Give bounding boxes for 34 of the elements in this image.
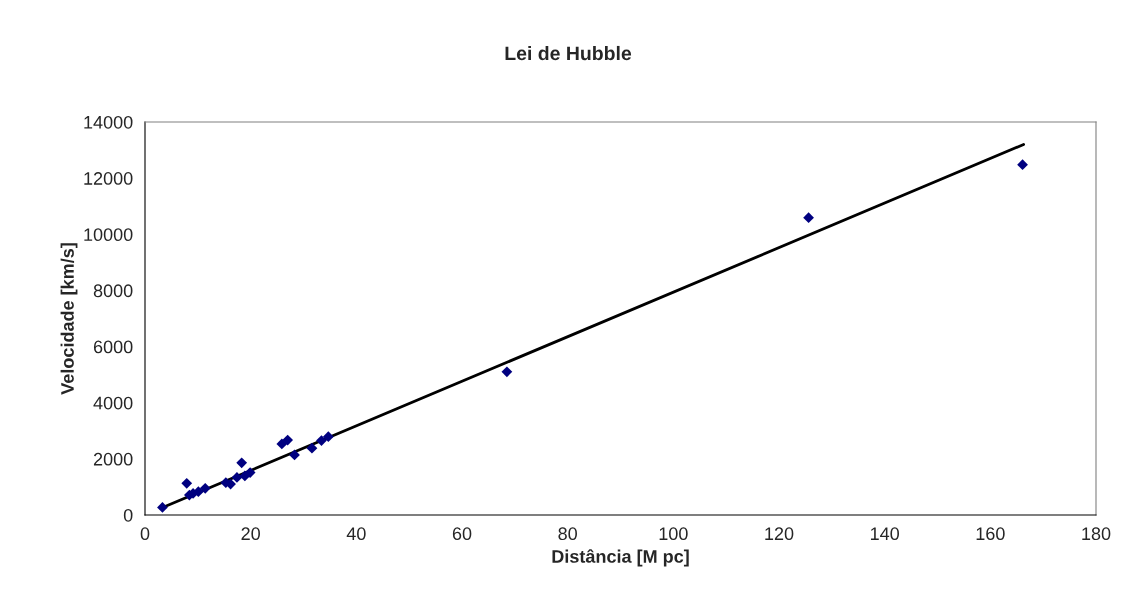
y-tick-label: 12000 xyxy=(84,172,133,185)
point xyxy=(181,477,193,489)
x-tick-label: 60 xyxy=(452,527,472,541)
x-tick-label: 0 xyxy=(140,527,150,541)
x-tick-label: 120 xyxy=(765,527,794,541)
point xyxy=(231,472,243,483)
y-tick-label: 0 xyxy=(123,508,133,522)
point xyxy=(322,431,334,443)
x-tick-label: 100 xyxy=(659,527,688,541)
point xyxy=(803,212,814,224)
y-tick-label: 4000 xyxy=(93,396,133,410)
point xyxy=(236,457,248,469)
x-tick-label: 20 xyxy=(241,527,260,541)
point xyxy=(199,482,211,494)
point xyxy=(282,434,294,446)
x-tick-label: 160 xyxy=(976,527,1005,541)
x-axis-title: Distância [M pc] xyxy=(552,549,689,567)
x-tick-label: 180 xyxy=(1082,527,1111,541)
y-tick-label: 10000 xyxy=(84,228,133,242)
y-tick-label: 6000 xyxy=(93,340,133,354)
point xyxy=(501,366,513,378)
y-tick-label: 2000 xyxy=(93,452,133,466)
y-axis-title: Velocidade [km/s] xyxy=(60,243,78,395)
chart-title: Lei de Hubble xyxy=(505,45,632,61)
x-tick-label: 40 xyxy=(346,527,366,541)
y-tick-label: 14000 xyxy=(84,115,133,129)
point xyxy=(276,438,288,450)
x-tick-label: 80 xyxy=(558,527,577,541)
point xyxy=(1017,159,1028,171)
point xyxy=(306,442,318,454)
point xyxy=(157,502,168,513)
point xyxy=(316,435,327,446)
x-tick-label: 140 xyxy=(870,527,900,541)
y-tick-label: 8000 xyxy=(93,284,133,298)
